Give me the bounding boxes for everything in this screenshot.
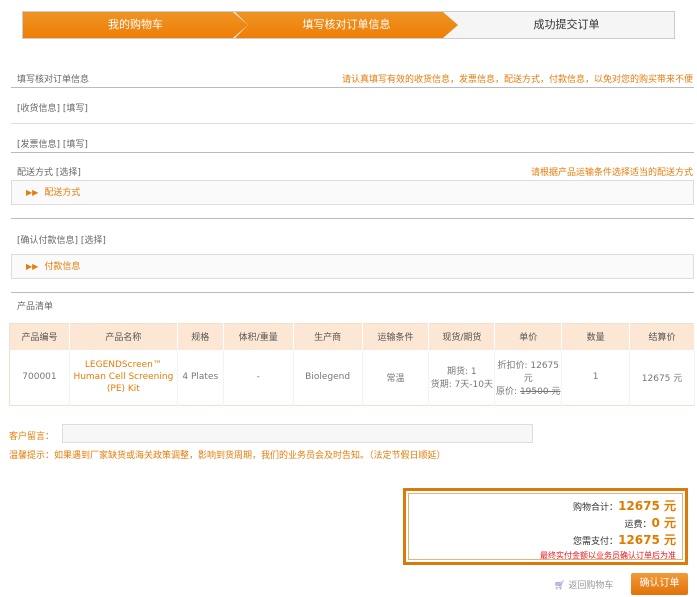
shipping-info: [收货信息] [填写] <box>17 101 88 114</box>
original-price-label: 原价: <box>496 386 520 397</box>
subtotal-value: 12675 元 <box>618 499 676 513</box>
lead-time: 货期: 7天-10天 <box>430 380 494 391</box>
cart-icon: 🛒︎ <box>554 581 566 591</box>
product-name-link[interactable]: LEGENDScreen™ Human Cell Screening (PE) … <box>69 349 178 406</box>
col-price: 单价 <box>494 323 563 350</box>
double-arrow-icon: ▶▶ <box>26 262 39 271</box>
table-header: 产品编号 产品名称 规格 体积/重量 生产商 运输条件 现货/期货 单价 数量 … <box>9 323 695 350</box>
freight-row: 运费：0 元 <box>415 515 676 532</box>
freight-value: 0 元 <box>651 516 676 530</box>
col-total: 结算价 <box>629 323 695 350</box>
payment-select-link[interactable]: [选择] <box>80 236 106 246</box>
cell-shipping: 常温 <box>362 349 430 406</box>
delivery-box[interactable]: ▶▶ 配送方式 <box>11 180 694 205</box>
discount-price: 折扣价: 12675 元 <box>497 360 559 384</box>
shipping-info-fill-link[interactable]: [填写] <box>62 104 88 114</box>
pay-value: 12675 元 <box>618 533 676 547</box>
col-spec: 规格 <box>177 323 224 350</box>
section-hint: 请认真填写有效的收货信息，发票信息，配送方式，付款信息，以免对您的购买带来不便 <box>341 75 693 85</box>
original-price: 19500 元 <box>519 386 561 397</box>
delivery-method: 配送方式 [选择] <box>17 165 81 178</box>
col-shipping: 运输条件 <box>362 323 430 350</box>
progress-steps: 我的购物车 填写核对订单信息 成功提交订单 <box>22 11 675 39</box>
col-id: 产品编号 <box>9 323 70 350</box>
col-stock: 现货/期货 <box>428 323 496 350</box>
delivery-box-label: 配送方式 <box>44 188 81 198</box>
section-title: 填写核对订单信息 <box>17 75 90 85</box>
cell-id: 700001 <box>9 349 70 406</box>
step-fill-order: 填写核对订单信息 <box>235 12 458 38</box>
comment-input[interactable] <box>62 424 533 443</box>
payment-box[interactable]: ▶▶ 付款信息 <box>11 254 694 279</box>
order-totals: 购物合计：12675 元 运费：0 元 您需支付：12675 元 最终实付金额以… <box>403 488 688 565</box>
col-name: 产品名称 <box>69 323 178 350</box>
final-amount-note: 最终实付金额以业务员确认订单后为准 <box>540 551 676 560</box>
cell-maker: Biolegend <box>293 349 363 406</box>
subtotal-label: 购物合计： <box>573 503 619 513</box>
invoice-info-fill-link[interactable]: [填写] <box>62 140 88 150</box>
cell-price: 折扣价: 12675 元原价: 19500 元 <box>494 349 563 406</box>
cell-volume: - <box>223 349 294 406</box>
subtotal-row: 购物合计：12675 元 <box>415 498 676 515</box>
back-to-cart-label: 返回购物车 <box>568 581 614 591</box>
product-list-title: 产品清单 <box>17 302 54 312</box>
delivery-select-link[interactable]: [选择] <box>55 168 81 178</box>
freight-label: 运费： <box>624 520 652 530</box>
col-maker: 生产商 <box>293 323 363 350</box>
product-table: 产品编号 产品名称 规格 体积/重量 生产商 运输条件 现货/期货 单价 数量 … <box>9 323 695 406</box>
double-arrow-icon: ▶▶ <box>26 188 39 197</box>
delivery-hint: 请根据产品运输条件选择适当的配送方式 <box>530 168 693 178</box>
cell-stock: 期货: 1 货期: 7天-10天 <box>428 349 496 406</box>
cell-qty: 1 <box>561 349 631 406</box>
table-row: 700001 LEGENDScreen™ Human Cell Screenin… <box>9 349 695 406</box>
payment-box-label: 付款信息 <box>44 262 81 272</box>
invoice-info-label: [发票信息] <box>17 140 61 150</box>
invoice-info: [发票信息] [填写] <box>17 137 88 150</box>
shipping-info-label: [收货信息] <box>17 104 61 114</box>
notice: 温馨提示：如果遇到厂家缺货或海关政策调整，影响到货周期，我们的业务员会及时告知。… <box>9 451 446 461</box>
cell-total: 12675 元 <box>629 349 695 406</box>
col-volume: 体积/重量 <box>223 323 294 350</box>
cell-spec: 4 Plates <box>177 349 224 406</box>
payment-label: [确认付款信息] <box>17 236 79 246</box>
confirm-order-button[interactable]: 确认订单 <box>631 573 688 595</box>
pay-label: 您需支付： <box>573 537 619 547</box>
step-cart: 我的购物车 <box>23 12 248 38</box>
payment-info: [确认付款信息] [选择] <box>17 233 106 246</box>
pay-row: 您需支付：12675 元 <box>415 532 676 549</box>
back-to-cart-link[interactable]: 🛒︎ 返回购物车 <box>554 578 613 591</box>
step-submitted: 成功提交订单 <box>533 18 600 31</box>
col-qty: 数量 <box>561 323 631 350</box>
comment-label: 客户留言： <box>9 432 55 442</box>
stock-qty: 期货: 1 <box>447 367 477 378</box>
delivery-label: 配送方式 <box>17 168 54 178</box>
